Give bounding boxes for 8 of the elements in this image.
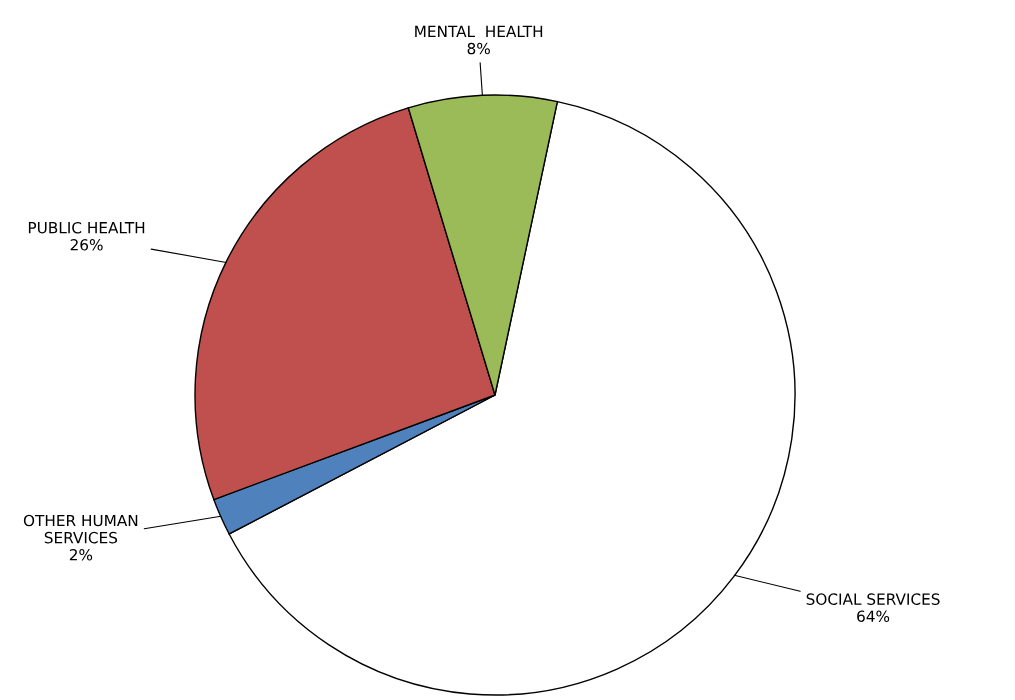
data-label: 8% bbox=[467, 42, 490, 55]
data-label: 26% bbox=[70, 239, 103, 251]
slice-label: PUBLIC HEALTH bbox=[28, 221, 145, 234]
slice-label: SOCIAL SERVICES bbox=[806, 593, 940, 605]
data-label: 64% bbox=[857, 610, 890, 623]
slice-label: OTHER HUMAN SERVICES bbox=[23, 514, 138, 544]
slice-label: MENTAL HEALTH bbox=[415, 25, 543, 37]
data-label: 2% bbox=[69, 548, 93, 561]
